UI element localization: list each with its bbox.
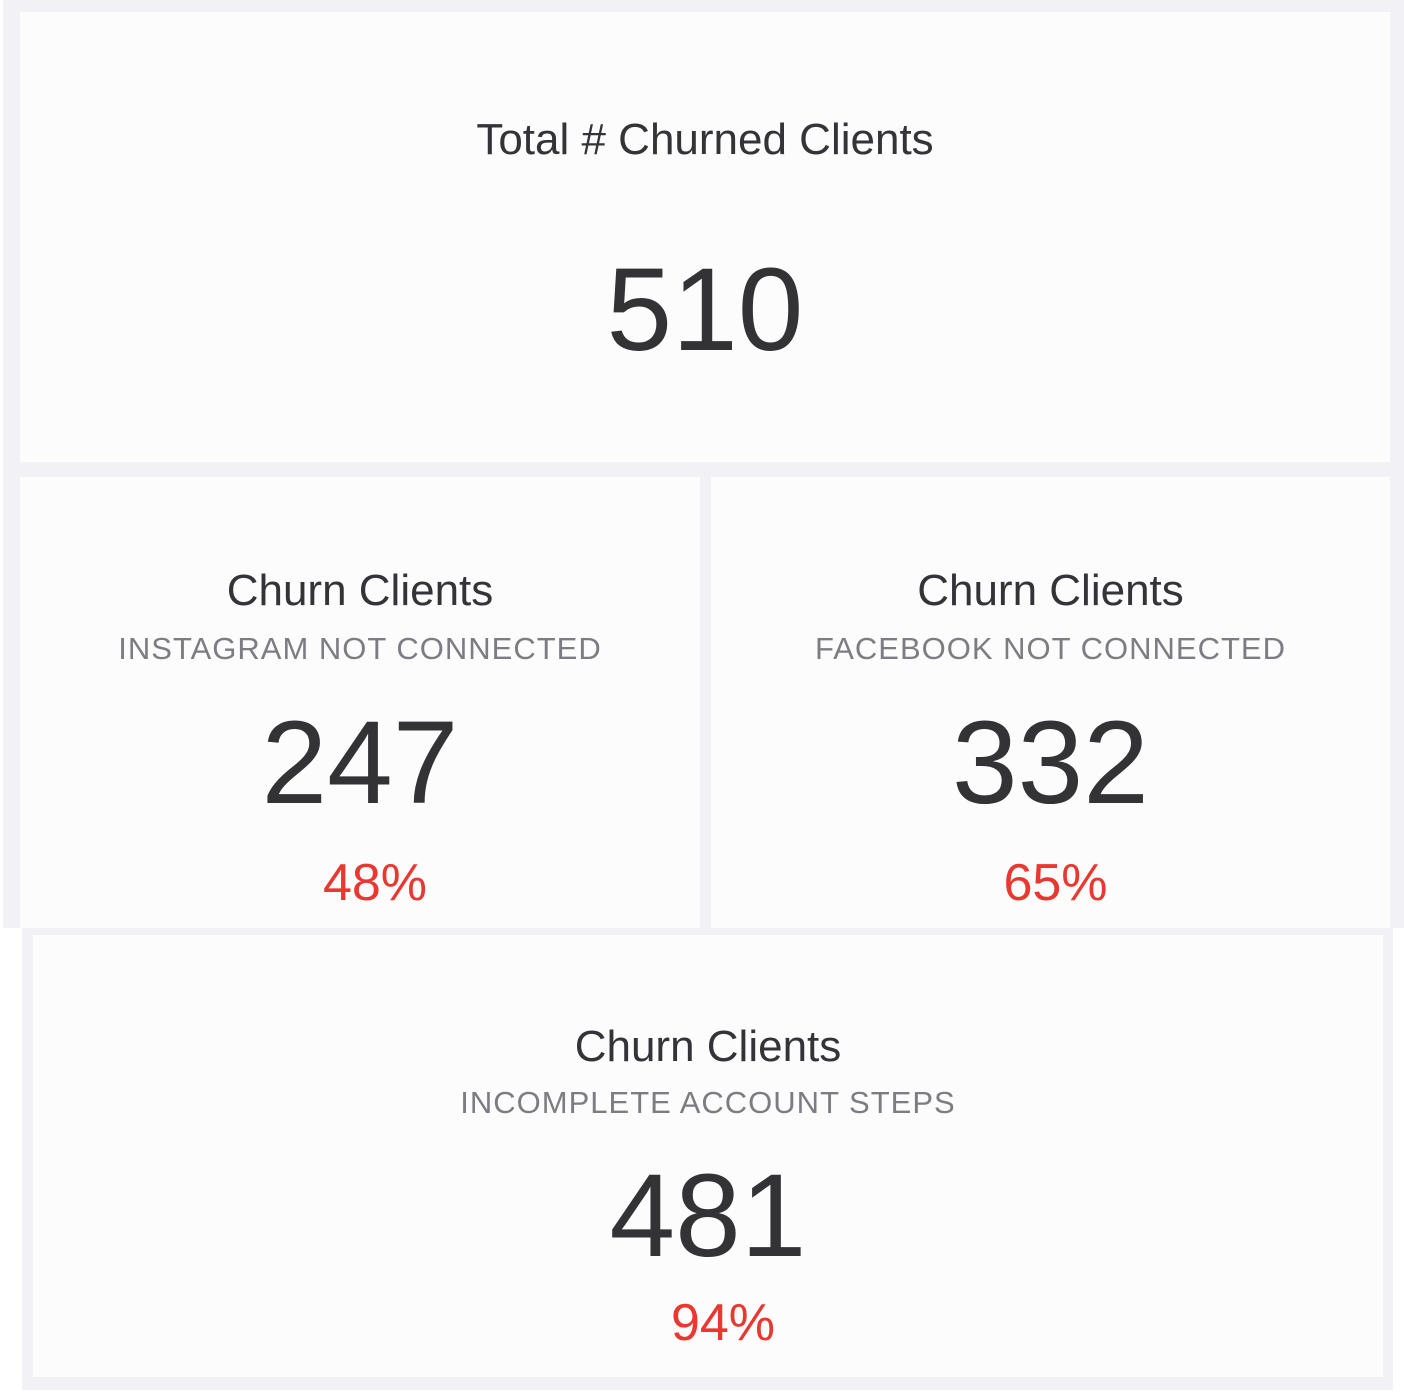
metric-value: 481 bbox=[609, 1150, 807, 1282]
instagram-not-connected-card: Churn Clients INSTAGRAM NOT CONNECTED 24… bbox=[20, 477, 700, 928]
card-subtitle: INCOMPLETE ACCOUNT STEPS bbox=[460, 1085, 956, 1120]
metric-value: 510 bbox=[606, 244, 804, 376]
percent-value: 48% bbox=[322, 854, 428, 912]
card-subtitle: FACEBOOK NOT CONNECTED bbox=[815, 631, 1286, 666]
card-subtitle: INSTAGRAM NOT CONNECTED bbox=[118, 631, 602, 666]
facebook-not-connected-card: Churn Clients FACEBOOK NOT CONNECTED 332… bbox=[711, 477, 1390, 928]
card-title: Churn Clients bbox=[917, 566, 1184, 615]
metric-value: 332 bbox=[952, 697, 1149, 829]
card-title: Total # Churned Clients bbox=[476, 115, 934, 164]
percent-value: 65% bbox=[1003, 854, 1108, 912]
card-title: Churn Clients bbox=[226, 566, 494, 615]
metric-value: 247 bbox=[261, 697, 459, 829]
percent-value: 94% bbox=[670, 1294, 776, 1352]
card-title: Churn Clients bbox=[574, 1022, 842, 1071]
incomplete-account-steps-card: Churn Clients INCOMPLETE ACCOUNT STEPS 4… bbox=[33, 935, 1383, 1377]
total-churned-clients-card: Total # Churned Clients 510 bbox=[20, 12, 1390, 462]
